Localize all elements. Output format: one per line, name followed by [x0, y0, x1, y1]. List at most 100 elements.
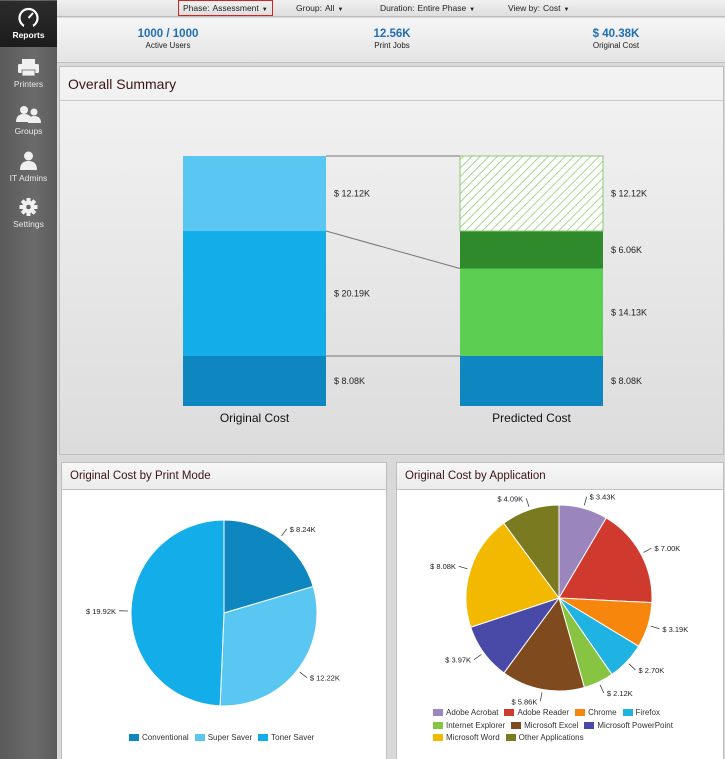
viewby-dropdown[interactable]: View by: Cost ▼ — [508, 3, 569, 13]
sidebar-item-settings[interactable]: Settings — [0, 190, 57, 236]
duration-value: Entire Phase — [417, 3, 467, 13]
legend-swatch — [129, 734, 139, 741]
bar-segment[interactable] — [183, 231, 326, 356]
legend-item[interactable]: Toner Saver — [258, 733, 314, 742]
bar-segment[interactable] — [460, 268, 603, 356]
users-icon — [16, 106, 41, 123]
application-legend: Adobe Acrobat Adobe Reader Chrome Firefox In… — [433, 707, 723, 745]
pie-slice[interactable] — [219, 585, 318, 707]
legend-swatch — [505, 734, 516, 741]
legend-swatch — [584, 721, 595, 729]
bar-segment[interactable] — [459, 155, 604, 232]
slice-label: $ 12.22K — [310, 674, 340, 683]
data-label: $ 8.08K — [334, 376, 365, 386]
slice-label: $ 2.12K — [607, 689, 633, 698]
sidebar-item-label: Reports — [12, 30, 45, 40]
sidebar-item-printers[interactable]: Printers — [0, 50, 57, 96]
summary-chart: $ 8.08K $ 20.19K $ 12.12K Original Cost $ 8.… — [183, 155, 647, 425]
caret-down-icon: ▼ — [337, 7, 344, 13]
legend-label: Microsoft PowerPoint — [597, 720, 673, 730]
sidebar-item-groups[interactable]: Groups — [0, 97, 57, 143]
filter-bar: Phase: Assessment ▼ Group: All ▼ Duration: En… — [57, 0, 725, 17]
legend-swatch — [504, 709, 515, 716]
panel-title: Original Cost by Print Mode — [70, 470, 211, 482]
legend-item[interactable]: Adobe Reader — [504, 707, 569, 720]
sidebar-item-it-admins[interactable]: IT Admins — [0, 144, 57, 190]
gear-icon — [19, 198, 38, 216]
legend-swatch — [433, 734, 443, 741]
group-dropdown[interactable]: Group: All ▼ — [296, 3, 343, 13]
data-label: $ 6.06K — [611, 245, 642, 255]
caret-down-icon: ▼ — [261, 7, 268, 13]
sidebar-item-label: Settings — [13, 219, 44, 229]
legend-label: Chrome — [588, 708, 617, 717]
caret-down-icon: ▼ — [563, 7, 570, 13]
legend-item[interactable]: Conventional — [129, 733, 189, 742]
slice-label: $ 3.19K — [662, 625, 688, 634]
stat-value: $ 40.38K — [592, 28, 640, 40]
legend-item[interactable]: Microsoft PowerPoint — [584, 720, 673, 733]
pie-slice[interactable] — [223, 519, 314, 614]
legend-swatch — [622, 709, 633, 716]
label-leader-line — [650, 625, 660, 630]
bar-segment[interactable] — [183, 355, 326, 406]
pie-slice[interactable] — [503, 504, 560, 600]
label-leader-line — [281, 528, 288, 537]
label-leader-line — [473, 654, 482, 661]
legend-label: Conventional — [142, 733, 189, 742]
legend-label: Other Applications — [518, 733, 584, 742]
legend-label: Internet Explorer — [446, 720, 506, 730]
sidebar-item-reports[interactable]: Reports — [0, 1, 57, 47]
slice-label: $ 7.00K — [654, 544, 680, 553]
viewby-label: View by: — [508, 3, 540, 13]
label-leader-line — [643, 547, 652, 553]
slice-label: $ 5.86K — [511, 697, 537, 706]
legend-item[interactable]: Adobe Acrobat — [433, 707, 498, 720]
application-panel: Original Cost by Application $ 3.43K $ 7.… — [396, 462, 724, 759]
duration-dropdown[interactable]: Duration: Entire Phase ▼ — [380, 3, 475, 13]
group-label: Group: — [296, 3, 322, 13]
legend-swatch — [433, 709, 443, 716]
slice-label: $ 19.92K — [86, 607, 116, 616]
stat-active-users: 1000 / 1000 Active Users — [98, 28, 238, 50]
print-mode-legend: Conventional Super Saver Toner Saver — [129, 733, 320, 742]
legend-label: Microsoft Word — [446, 733, 500, 742]
category-label: Predicted Cost — [492, 411, 571, 425]
legend-item[interactable]: Super Saver — [194, 733, 252, 742]
bar-segment[interactable] — [183, 156, 326, 232]
panel-title: Overall Summary — [68, 76, 177, 92]
pie-slice[interactable] — [130, 519, 225, 707]
slice-label: $ 3.43K — [590, 493, 616, 502]
slice-label: $ 8.24K — [290, 525, 316, 534]
print-mode-panel: Original Cost by Print Mode $ 8.24K $ 12.… — [61, 462, 387, 759]
pie-slice[interactable] — [558, 517, 653, 604]
duration-label: Duration: — [380, 3, 415, 13]
legend-item[interactable]: Microsoft Word — [433, 732, 500, 745]
sidebar-item-label: Printers — [13, 79, 44, 89]
gauge-icon — [18, 7, 39, 29]
legend-item[interactable]: Firefox — [622, 707, 660, 720]
printer-icon — [18, 59, 39, 77]
legend-item[interactable]: Chrome — [575, 707, 617, 720]
data-label: $ 12.12K — [611, 189, 647, 199]
phase-dropdown[interactable]: Phase: Assessment ▼ — [178, 0, 273, 16]
label-leader-line — [539, 692, 543, 702]
bar-segment[interactable] — [460, 231, 603, 269]
legend-swatch — [511, 721, 522, 729]
stat-label: Active Users — [145, 41, 191, 50]
pie-slice[interactable] — [465, 522, 560, 628]
phase-value: Assessment — [212, 3, 259, 13]
label-leader-line — [599, 684, 605, 694]
legend-label: Adobe Reader — [517, 708, 570, 717]
stat-value: 12.56K — [373, 28, 411, 40]
pie-slice[interactable] — [503, 596, 586, 692]
legend-item[interactable]: Microsoft Excel — [511, 720, 578, 733]
stats-bar: 1000 / 1000 Active Users 12.56K Print Jo… — [57, 18, 725, 63]
legend-item[interactable]: Other Applications — [505, 732, 584, 745]
sidebar-item-label: Groups — [14, 126, 43, 136]
group-value: All — [325, 3, 335, 13]
bar-segment[interactable] — [460, 355, 603, 406]
legend-item[interactable]: Internet Explorer — [433, 720, 505, 733]
print-mode-pie-chart: $ 8.24K $ 12.22K $ 19.92K — [86, 519, 340, 707]
user-icon — [20, 151, 37, 170]
